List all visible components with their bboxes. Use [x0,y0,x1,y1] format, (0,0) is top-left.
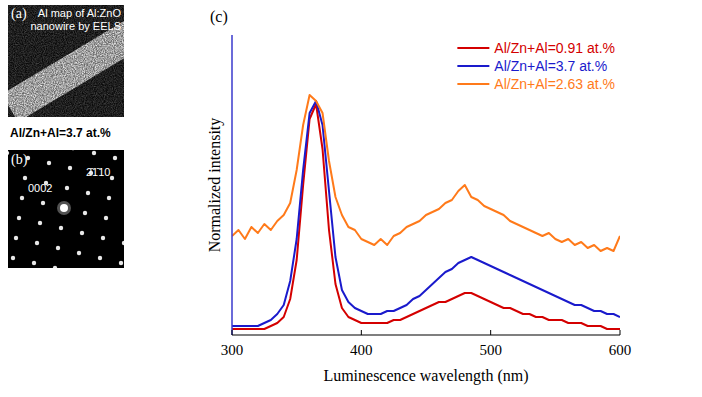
y-axis-title: Normalized intensity [206,118,224,253]
x-axis-title: Luminescence wavelength (nm) [323,367,528,385]
central-halo [57,201,71,215]
series-line [232,95,620,251]
diffraction [8,150,124,268]
diff-spot [86,191,90,195]
diff-spot [20,196,24,200]
diff-spot [113,156,117,160]
x-tick [232,330,233,335]
y-axis [231,35,233,335]
diff-spot [83,211,87,215]
diff-spot [68,166,72,170]
panel-letter: (b) [11,152,28,168]
diff-spot [104,216,108,220]
diff-spot [98,256,102,260]
legend-label: Al/Zn+Al=0.91 at.% [494,40,615,56]
central-spot [60,204,68,212]
map-title: nanowire by EELS [31,20,122,32]
diff-spot [11,256,15,260]
diff-spot [107,196,111,200]
legend-label: Al/Zn+Al=2.63 at.% [494,76,615,92]
panel-letter: (a) [11,6,27,22]
diff-spot [8,151,9,155]
diff-spot [41,201,45,205]
diff-spot [56,246,60,250]
legend-label: Al/Zn+Al=3.7 at.% [494,58,607,74]
wire [8,5,124,117]
series-line [232,104,620,329]
spot-label: 2̄1̄10 [86,166,110,178]
legend-swatch [457,65,489,67]
diff-spot [32,261,36,265]
diff-ground [8,150,124,268]
legend: Al/Zn+Al=0.91 at.% Al/Zn+Al=3.7 at.% Al/Zn… [457,40,615,92]
figure: (a) Al map of Al:ZnOnanowire by EELS Al/Zn… [0,0,702,397]
x-axis [232,334,620,335]
legend-swatch [457,83,489,85]
diff-spot [80,231,84,235]
x-tick-label: 600 [609,342,632,358]
x-tick [490,330,491,335]
x-tick-label: 400 [350,342,373,358]
diff-spot [92,151,96,155]
eels-map [8,5,124,117]
wire-noise [8,5,124,117]
diff-spot [23,176,27,180]
diff-spot [71,150,75,151]
diff-spot [119,261,123,265]
diff-spot [77,251,81,255]
series-line [232,101,620,326]
diff-spot [59,226,63,230]
diff-spot [101,236,105,240]
x-tick [361,330,362,335]
diff-spot [47,161,51,165]
panel-letter: (c) [210,8,228,26]
diff-spot [14,236,18,240]
diff-spot [122,241,124,245]
map-caption: Al/Zn+Al=3.7 at.% [10,126,111,140]
map-title: Al map of Al:ZnO [38,7,122,19]
diff-spot [17,216,21,220]
diff-spot [35,241,39,245]
diff-spot [53,266,57,268]
plot-lines [232,95,620,329]
diff-spot [38,221,42,225]
x-tick-label: 500 [479,342,502,358]
diff-spot [65,186,69,190]
x-tick-label: 300 [221,342,244,358]
wire-body [8,5,124,117]
spot-label: 0002 [28,182,52,194]
background [0,0,702,397]
legend-swatch [457,47,489,49]
x-tick [620,330,621,335]
